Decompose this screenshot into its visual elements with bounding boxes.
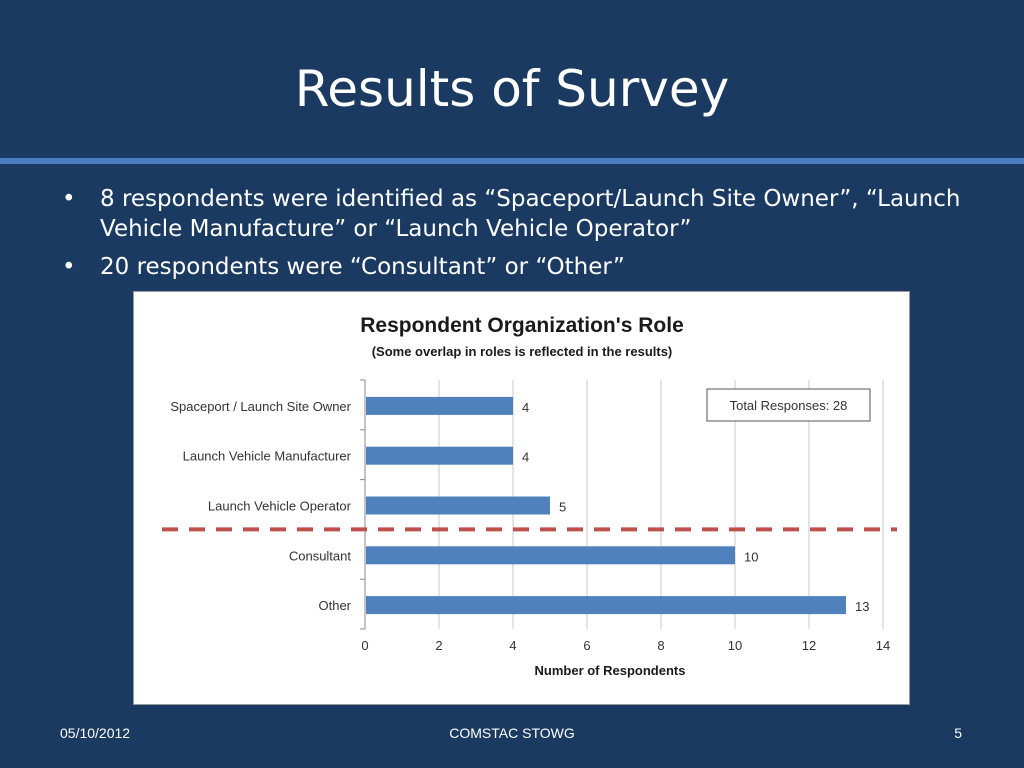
category-label: Launch Vehicle Manufacturer: [183, 449, 352, 464]
category-label: Other: [318, 598, 351, 613]
footer-page-number: 5: [954, 725, 962, 741]
title-divider: [0, 158, 1024, 164]
bullet-text: 8 respondents were identified as “Spacep…: [100, 186, 961, 242]
x-axis-label: Number of Respondents: [535, 663, 686, 678]
footer-center: COMSTAC STOWG: [449, 725, 575, 741]
x-tick-label: 2: [435, 638, 442, 653]
bar-value-label: 5: [559, 500, 566, 515]
x-tick-label: 8: [657, 638, 664, 653]
footer-date: 05/10/2012: [60, 725, 131, 741]
chart-subtitle: (Some overlap in roles is reflected in t…: [372, 344, 673, 359]
bar: [366, 396, 513, 415]
bullet-list: • 8 respondents were identified as “Spac…: [58, 184, 988, 290]
bullet-item: • 8 respondents were identified as “Spac…: [58, 184, 988, 244]
bar: [366, 446, 513, 465]
bullet-text: 20 respondents were “Consultant” or “Oth…: [100, 254, 625, 280]
x-tick-label: 0: [361, 638, 368, 653]
x-tick-label: 4: [509, 638, 516, 653]
x-tick-label: 6: [583, 638, 590, 653]
bullet-item: • 20 respondents were “Consultant” or “O…: [58, 252, 988, 282]
bar: [366, 596, 846, 615]
bar-value-label: 4: [522, 450, 529, 465]
chart-panel: Respondent Organization's Role (Some over…: [133, 291, 910, 705]
category-label: Consultant: [289, 548, 352, 563]
bar-value-label: 4: [522, 400, 529, 415]
bar-chart: Respondent Organization's Role (Some over…: [170, 314, 890, 678]
slide-title: Results of Survey: [294, 60, 730, 118]
chart-title: Respondent Organization's Role: [360, 314, 684, 337]
bar: [366, 496, 550, 515]
annotation-text: Total Responses: 28: [730, 398, 848, 413]
x-tick-label: 14: [876, 638, 890, 653]
category-label: Spaceport / Launch Site Owner: [170, 399, 351, 414]
x-tick-label: 12: [802, 638, 816, 653]
category-label: Launch Vehicle Operator: [208, 499, 352, 514]
bar-value-label: 13: [855, 599, 869, 614]
bullet-dot: •: [62, 254, 76, 280]
annotation-box: [706, 388, 871, 422]
bar: [366, 546, 735, 565]
x-tick-label: 10: [728, 638, 742, 653]
bar-value-label: 10: [744, 549, 758, 564]
bullet-dot: •: [62, 186, 76, 212]
